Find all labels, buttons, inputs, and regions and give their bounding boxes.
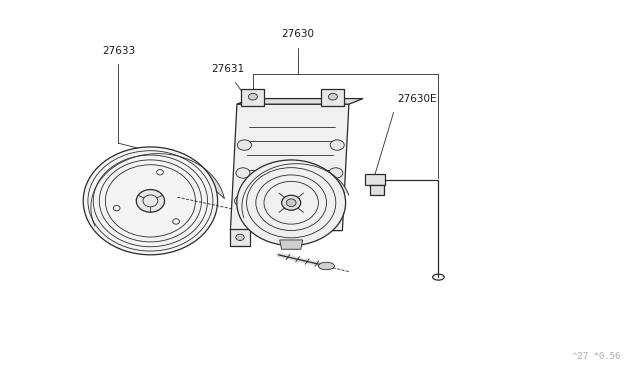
Ellipse shape [248,93,257,100]
Ellipse shape [237,140,252,150]
Text: 27633: 27633 [102,46,135,56]
Ellipse shape [327,196,341,206]
FancyBboxPatch shape [230,229,250,246]
Ellipse shape [282,195,301,210]
FancyBboxPatch shape [321,89,344,106]
Ellipse shape [234,196,248,206]
Text: 27630E: 27630E [397,94,436,104]
Polygon shape [83,147,224,226]
Ellipse shape [237,160,346,246]
Ellipse shape [328,93,337,100]
Text: 27630: 27630 [281,29,314,39]
Polygon shape [280,240,303,249]
Ellipse shape [286,199,296,206]
FancyBboxPatch shape [241,89,264,106]
Polygon shape [230,104,349,231]
Ellipse shape [236,168,250,178]
FancyBboxPatch shape [365,174,385,185]
Polygon shape [237,160,349,218]
Ellipse shape [136,190,164,212]
Ellipse shape [236,234,244,241]
Ellipse shape [83,147,218,255]
Ellipse shape [319,262,334,270]
Text: ^27 *0.56: ^27 *0.56 [572,352,621,361]
Text: 27631: 27631 [211,64,244,74]
Polygon shape [237,99,363,104]
Ellipse shape [330,140,344,150]
FancyBboxPatch shape [370,185,384,195]
Ellipse shape [329,168,343,178]
